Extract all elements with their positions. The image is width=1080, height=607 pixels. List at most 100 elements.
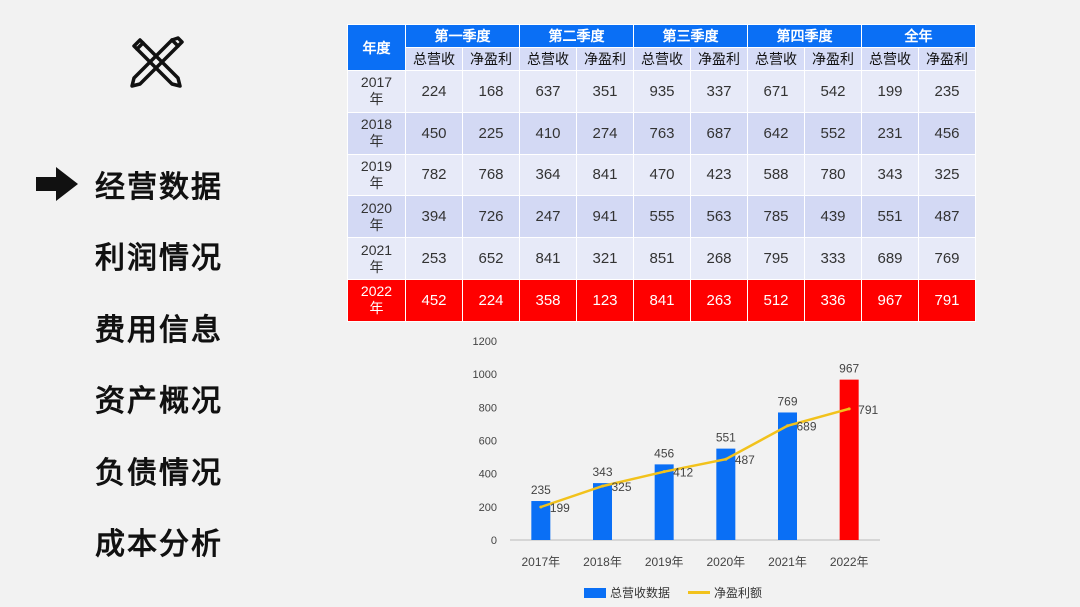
y-tick-label: 0	[491, 535, 497, 547]
group-header: 第四季度	[747, 24, 862, 48]
y-tick-label: 200	[479, 502, 497, 514]
value-cell: 512	[747, 278, 805, 322]
value-cell: 224	[462, 278, 520, 322]
sub-header: 总营收	[405, 47, 463, 71]
value-cell: 941	[576, 195, 634, 239]
year-cell: 2022 年	[347, 278, 406, 322]
value-cell: 555	[633, 195, 691, 239]
value-cell: 763	[633, 111, 691, 155]
value-cell: 552	[804, 111, 862, 155]
value-cell: 423	[690, 153, 748, 197]
financial-table: 年度 第一季度 第二季度 第三季度 第四季度 全年 总营收 净盈利 总营收 净盈…	[347, 24, 976, 322]
sub-header: 净盈利	[690, 47, 748, 71]
value-cell: 671	[747, 70, 805, 113]
bar	[531, 501, 551, 540]
value-cell: 689	[861, 237, 919, 280]
legend-label: 净盈利额	[714, 586, 763, 600]
value-cell: 551	[861, 195, 919, 239]
value-cell: 780	[804, 153, 862, 197]
value-cell: 263	[690, 278, 748, 322]
value-cell: 782	[405, 153, 463, 197]
group-header: 第二季度	[519, 24, 634, 48]
sub-header: 净盈利	[462, 47, 520, 71]
value-cell: 439	[804, 195, 862, 239]
x-tick-label: 2017年	[521, 555, 560, 569]
group-header: 全年	[861, 24, 976, 48]
table-row: 2021 年 253 652 841 321 851 268 795 333 68…	[347, 237, 976, 280]
value-cell: 337	[690, 70, 748, 113]
value-cell: 470	[633, 153, 691, 197]
bar	[839, 379, 859, 540]
sub-header: 总营收	[747, 47, 805, 71]
line-data-label: 791	[858, 403, 878, 417]
value-cell: 687	[690, 111, 748, 155]
year-cell: 2021 年	[347, 237, 406, 280]
bar	[654, 464, 674, 540]
value-cell: 450	[405, 111, 463, 155]
value-cell: 168	[462, 70, 520, 113]
revenue-profit-chart: 0 200 400 600 800 1000 1200 235 343 456 551 769 967 1…	[473, 336, 880, 569]
nav-label: 负债情况	[95, 455, 223, 491]
value-cell: 768	[462, 153, 520, 197]
y-tick-label: 1200	[473, 336, 497, 348]
value-cell: 253	[405, 237, 463, 280]
value-cell: 336	[804, 278, 862, 322]
y-tick-label: 1000	[473, 369, 497, 381]
value-cell: 321	[576, 237, 634, 280]
value-cell: 791	[918, 278, 976, 322]
line-data-label: 199	[550, 501, 570, 515]
value-cell: 967	[861, 278, 919, 322]
value-cell: 225	[462, 111, 520, 155]
table-corner-header: 年度	[347, 24, 406, 71]
value-cell: 247	[519, 195, 577, 239]
sub-header: 总营收	[861, 47, 919, 71]
value-cell: 642	[747, 111, 805, 155]
x-tick-label: 2019年	[645, 555, 684, 569]
value-cell: 935	[633, 70, 691, 113]
line-point	[847, 407, 851, 411]
year-cell: 2019 年	[347, 153, 406, 197]
value-cell: 456	[918, 111, 976, 155]
arrow-right-icon	[36, 166, 78, 201]
y-tick-label: 600	[479, 436, 497, 448]
line-point	[539, 505, 543, 509]
year-cell: 2020 年	[347, 195, 406, 239]
group-header: 第一季度	[405, 24, 520, 48]
value-cell: 588	[747, 153, 805, 197]
value-cell: 268	[690, 237, 748, 280]
value-cell: 199	[861, 70, 919, 113]
legend-line-swatch	[688, 591, 711, 594]
nav-label: 费用信息	[95, 312, 223, 348]
value-cell: 235	[918, 70, 976, 113]
table-row-highlighted: 2022 年 452 224 358 123 841 263 512 336 96…	[347, 278, 976, 322]
value-cell: 769	[918, 237, 976, 280]
sub-header: 净盈利	[576, 47, 634, 71]
bar-data-label: 769	[777, 394, 797, 408]
table-row: 2020 年 394 726 247 941 555 563 785 439 55…	[347, 195, 976, 239]
sub-header: 净盈利	[918, 47, 976, 71]
value-cell: 452	[405, 278, 463, 322]
table-row: 2018 年 450 225 410 274 763 687 642 552 23…	[347, 111, 976, 155]
nav-label: 经营数据	[95, 169, 223, 205]
x-tick-label: 2020年	[706, 555, 745, 569]
x-tick-label: 2021年	[768, 555, 807, 569]
value-cell: 841	[519, 237, 577, 280]
value-cell: 274	[576, 111, 634, 155]
value-cell: 343	[861, 153, 919, 197]
value-cell: 364	[519, 153, 577, 197]
bar	[593, 483, 612, 540]
x-tick-label: 2018年	[583, 555, 622, 569]
chart-legend: 总营收数据 净盈利额	[584, 584, 762, 601]
year-cell: 2018 年	[347, 111, 406, 155]
nav-label: 利润情况	[95, 241, 223, 277]
pencil-ruler-icon	[130, 36, 184, 88]
bar-data-label: 343	[592, 465, 612, 479]
value-cell: 785	[747, 195, 805, 239]
bar-data-label: 967	[839, 362, 859, 376]
line-point	[724, 457, 728, 461]
value-cell: 224	[405, 70, 463, 113]
value-cell: 358	[519, 278, 577, 322]
bar-data-label: 235	[531, 483, 551, 497]
legend-label: 总营收数据	[610, 586, 671, 600]
value-cell: 333	[804, 237, 862, 280]
